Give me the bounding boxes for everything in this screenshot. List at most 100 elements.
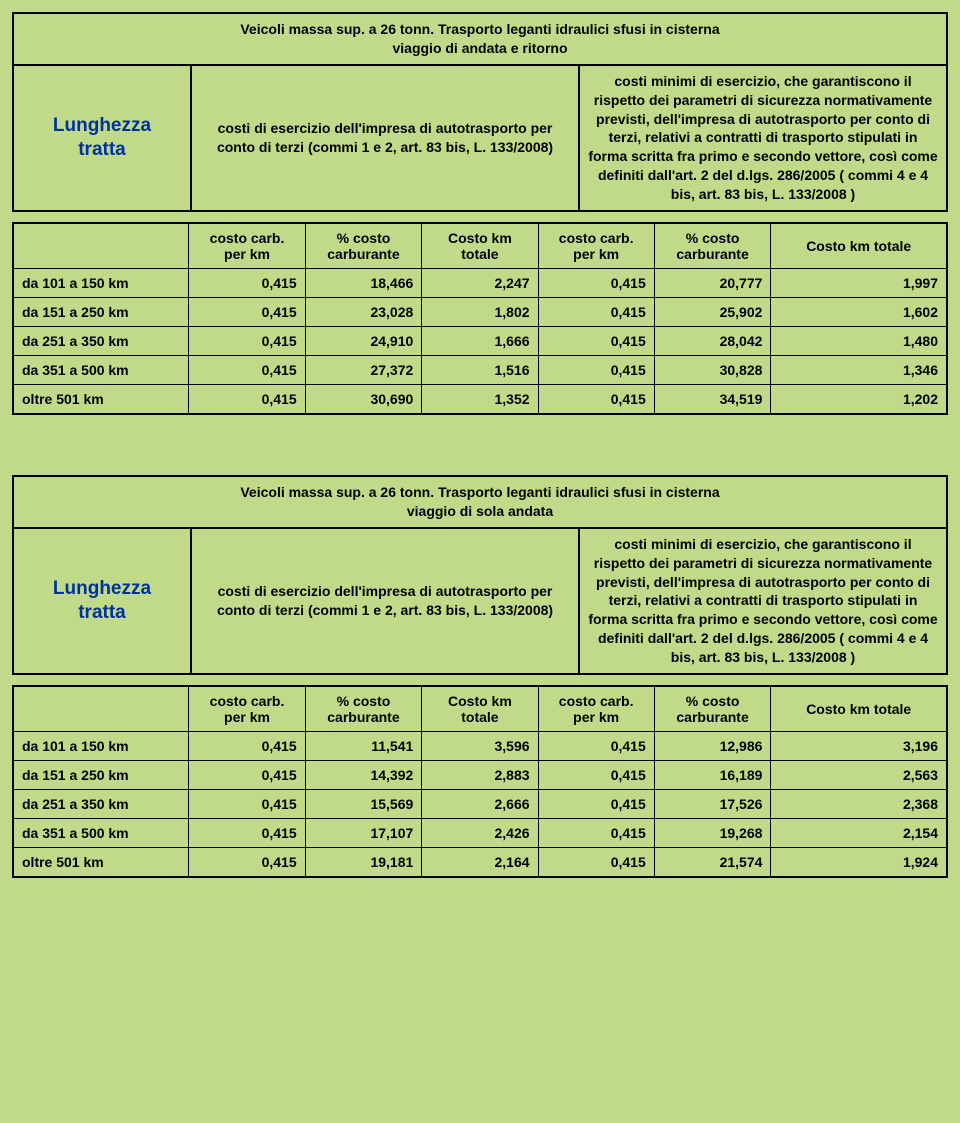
- col-head: % costocarburante: [305, 686, 422, 732]
- col-head-empty: [13, 223, 189, 269]
- row-label: da 101 a 150 km: [13, 732, 189, 761]
- cell-value: 17,526: [654, 790, 771, 819]
- cell-value: 17,107: [305, 819, 422, 848]
- cell-value: 0,415: [189, 819, 305, 848]
- cell-value: 19,268: [654, 819, 771, 848]
- cell-value: 12,986: [654, 732, 771, 761]
- cell-value: 1,516: [422, 356, 538, 385]
- col-head-line-2: carburante: [327, 246, 399, 262]
- cell-value: 27,372: [305, 356, 422, 385]
- title-line-2: viaggio di sola andata: [407, 503, 553, 519]
- cell-value: 0,415: [538, 732, 654, 761]
- col-head: Costo km totale: [771, 223, 947, 269]
- length-line-1: Lunghezza: [53, 115, 151, 136]
- cell-value: 21,574: [654, 848, 771, 878]
- cell-value: 0,415: [189, 761, 305, 790]
- cell-value: 1,352: [422, 385, 538, 415]
- cell-value: 1,924: [771, 848, 947, 878]
- col-head-line-2: per km: [573, 709, 619, 725]
- cell-value: 16,189: [654, 761, 771, 790]
- row-label: da 351 a 500 km: [13, 356, 189, 385]
- desc-right: costi minimi di esercizio, che garantisc…: [579, 65, 947, 211]
- cell-value: 30,828: [654, 356, 771, 385]
- col-head-line-2: totale: [461, 709, 498, 725]
- col-head-line-1: % costo: [686, 693, 740, 709]
- cell-value: 0,415: [189, 385, 305, 415]
- col-head-line-1: Costo km: [448, 693, 512, 709]
- cell-value: 23,028: [305, 298, 422, 327]
- cell-value: 0,415: [538, 819, 654, 848]
- cell-value: 2,247: [422, 269, 538, 298]
- col-head-line-1: costo carb.: [559, 693, 634, 709]
- col-head-line-1: costo carb.: [559, 230, 634, 246]
- row-label: da 351 a 500 km: [13, 819, 189, 848]
- cell-value: 15,569: [305, 790, 422, 819]
- cell-value: 0,415: [189, 269, 305, 298]
- cell-value: 3,196: [771, 732, 947, 761]
- cell-value: 2,164: [422, 848, 538, 878]
- cell-value: 0,415: [189, 732, 305, 761]
- cell-value: 1,666: [422, 327, 538, 356]
- cell-value: 0,415: [538, 761, 654, 790]
- col-head-line-1: costo carb.: [210, 230, 285, 246]
- col-head-line-2: per km: [224, 709, 270, 725]
- col-head: % costocarburante: [654, 223, 771, 269]
- col-head: Costo kmtotale: [422, 223, 538, 269]
- cell-value: 2,666: [422, 790, 538, 819]
- cell-value: 2,563: [771, 761, 947, 790]
- col-head-line-2: carburante: [676, 709, 748, 725]
- cell-value: 11,541: [305, 732, 422, 761]
- cost-block: Veicoli massa sup. a 26 tonn. Trasporto …: [12, 475, 948, 878]
- col-head: costo carb.per km: [189, 686, 305, 732]
- header-table: Veicoli massa sup. a 26 tonn. Trasporto …: [12, 475, 948, 675]
- desc-left: costi di esercizio dell'impresa di autot…: [191, 528, 579, 674]
- cell-value: 1,202: [771, 385, 947, 415]
- cell-value: 30,690: [305, 385, 422, 415]
- cell-value: 28,042: [654, 327, 771, 356]
- data-table: costo carb.per km% costocarburanteCosto …: [12, 685, 948, 878]
- col-head-line-1: % costo: [686, 230, 740, 246]
- col-head: costo carb.per km: [538, 686, 654, 732]
- col-head-line-2: per km: [573, 246, 619, 262]
- length-line-2: tratta: [78, 139, 126, 160]
- cost-block: Veicoli massa sup. a 26 tonn. Trasporto …: [12, 12, 948, 415]
- col-head: % costocarburante: [305, 223, 422, 269]
- cell-value: 1,480: [771, 327, 947, 356]
- cell-value: 1,346: [771, 356, 947, 385]
- col-head-line-2: per km: [224, 246, 270, 262]
- cell-value: 18,466: [305, 269, 422, 298]
- col-head: % costocarburante: [654, 686, 771, 732]
- row-label: da 101 a 150 km: [13, 269, 189, 298]
- desc-left: costi di esercizio dell'impresa di autot…: [191, 65, 579, 211]
- cell-value: 2,426: [422, 819, 538, 848]
- row-label: oltre 501 km: [13, 848, 189, 878]
- col-head-empty: [13, 686, 189, 732]
- title-line-1: Veicoli massa sup. a 26 tonn. Trasporto …: [240, 21, 719, 37]
- row-label: da 151 a 250 km: [13, 298, 189, 327]
- table-row: da 101 a 150 km0,41511,5413,5960,41512,9…: [13, 732, 947, 761]
- cell-value: 0,415: [538, 848, 654, 878]
- cell-value: 3,596: [422, 732, 538, 761]
- cell-value: 0,415: [538, 327, 654, 356]
- data-table: costo carb.per km% costocarburanteCosto …: [12, 222, 948, 415]
- cell-value: 0,415: [538, 269, 654, 298]
- cell-value: 1,602: [771, 298, 947, 327]
- length-line-1: Lunghezza: [53, 578, 151, 599]
- cell-value: 2,883: [422, 761, 538, 790]
- table-row: oltre 501 km0,41530,6901,3520,41534,5191…: [13, 385, 947, 415]
- cell-value: 20,777: [654, 269, 771, 298]
- col-head: Costo kmtotale: [422, 686, 538, 732]
- block-title: Veicoli massa sup. a 26 tonn. Trasporto …: [13, 476, 947, 528]
- cell-value: 0,415: [538, 298, 654, 327]
- table-row: da 251 a 350 km0,41515,5692,6660,41517,5…: [13, 790, 947, 819]
- cell-value: 0,415: [189, 356, 305, 385]
- cell-value: 19,181: [305, 848, 422, 878]
- cell-value: 25,902: [654, 298, 771, 327]
- table-row: da 151 a 250 km0,41514,3922,8830,41516,1…: [13, 761, 947, 790]
- cell-value: 2,154: [771, 819, 947, 848]
- row-label: da 251 a 350 km: [13, 790, 189, 819]
- length-line-2: tratta: [78, 602, 126, 623]
- col-head-line-1: Costo km: [448, 230, 512, 246]
- cell-value: 0,415: [189, 790, 305, 819]
- cell-value: 14,392: [305, 761, 422, 790]
